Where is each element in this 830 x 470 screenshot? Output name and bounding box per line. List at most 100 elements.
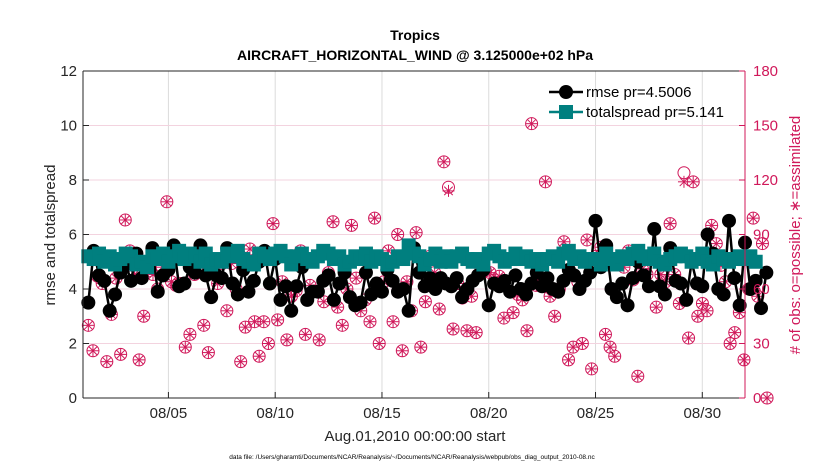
rmse-point [497, 273, 512, 288]
rmse-point [625, 271, 640, 286]
obs-assimilated-point [313, 333, 326, 346]
y2-tick-label: 90 [753, 227, 770, 244]
rmse-point [134, 271, 149, 286]
rmse-point [609, 290, 624, 305]
obs-assimilated-point [433, 302, 446, 315]
rmse-point [262, 276, 277, 291]
obs-assimilated-point [581, 233, 594, 246]
obs-assimilated-point [419, 295, 432, 308]
obs-assimilated-point [539, 175, 552, 188]
y-tick-label: 4 [69, 281, 77, 298]
obs-assimilated-point [280, 333, 293, 346]
rmse-point [423, 271, 438, 286]
obs-assimilated-point [701, 304, 714, 317]
x-axis-label: Aug.01,2010 00:00:00 start [325, 428, 507, 445]
rmse-point [673, 276, 688, 291]
obs-assimilated-point [728, 326, 741, 339]
rmse-point [364, 287, 379, 302]
rmse-point [748, 273, 763, 288]
rmse-point [727, 271, 742, 286]
obs-assimilated-point [691, 310, 704, 323]
obs-assimilated-point [737, 353, 750, 366]
obs-assimilated-point [133, 353, 146, 366]
rmse-point [214, 271, 229, 286]
obs-assimilated-point [317, 295, 330, 308]
rmse-point [358, 265, 373, 280]
totalspread-point [396, 252, 411, 267]
rmse-point [241, 284, 256, 299]
obs-assimilated-point [599, 328, 612, 341]
y2-tick-label: 150 [753, 118, 778, 135]
obs-assimilated-point [562, 353, 575, 366]
rmse-point [246, 273, 261, 288]
obs-assimilated-point [442, 184, 455, 197]
obs-assimilated-point [497, 312, 510, 325]
rmse-point [102, 303, 117, 318]
obs-assimilated-point [363, 315, 376, 328]
x-tick-label: 08/30 [684, 405, 722, 422]
ticks: 08/05 08/10 08/15 08/20 08/25 08/300246810120… [60, 63, 778, 422]
totalspread-point [476, 257, 491, 272]
obs-assimilated-point [267, 217, 280, 230]
rmse-point [540, 271, 555, 286]
obs-assimilated-point [585, 362, 598, 375]
rmse-point [556, 273, 571, 288]
rmse-point [588, 213, 603, 228]
rmse-point [401, 303, 416, 318]
rmse-point [321, 268, 336, 283]
y2-tick-label: 30 [753, 336, 770, 353]
rmse-point [551, 284, 566, 299]
rmse-point [310, 284, 325, 299]
obs-assimilated-point [520, 324, 533, 337]
y-tick-label: 6 [69, 227, 77, 244]
obs-assimilated-point [747, 212, 760, 225]
obs-assimilated-point [373, 337, 386, 350]
obs-assimilated-point [197, 319, 210, 332]
rmse-point [230, 287, 245, 302]
obs-assimilated-point [86, 344, 99, 357]
data-file-footnote: data file: /Users/gharamti/Documents/NCA… [229, 454, 595, 461]
obs-assimilated-point [507, 306, 520, 319]
legend-totalspread-marker [559, 105, 573, 119]
rmse-point [524, 276, 539, 291]
obs-assimilated-point [470, 326, 483, 339]
rmse-point [374, 284, 389, 299]
obs-assimilated-point [682, 332, 695, 345]
obs-assimilated-point [336, 319, 349, 332]
grid [83, 71, 745, 398]
rmse-point [278, 279, 293, 294]
obs-assimilated-point [576, 337, 589, 350]
y2-tick-label: 60 [753, 281, 770, 298]
obs-assimilated-point [437, 155, 450, 168]
obs-assimilated-point [345, 219, 358, 232]
rmse-point [326, 292, 341, 307]
y-tick-label: 10 [60, 118, 77, 135]
rmse-point [567, 268, 582, 283]
rmse-point [81, 295, 96, 310]
rmse-point [449, 271, 464, 286]
obs-assimilated-point [100, 355, 113, 368]
y-axis-label: rmse and totalspread [42, 165, 59, 306]
rmse-point [284, 303, 299, 318]
obs-assimilated-point [548, 310, 561, 323]
rmse-point [150, 284, 165, 299]
totalspread-point [198, 246, 213, 261]
obs-assimilated-point [631, 370, 644, 383]
obs-assimilated-point [119, 213, 132, 226]
obs-assimilated-point [396, 344, 409, 357]
obs-assimilated-point [724, 337, 737, 350]
x-tick-label: 08/25 [577, 405, 615, 422]
x-tick-label: 08/15 [363, 405, 401, 422]
obs-assimilated-point [761, 392, 774, 404]
obs-assimilated-point [114, 348, 127, 361]
rmse-point [679, 292, 694, 307]
obs-assimilated-point [299, 328, 312, 341]
line-layer [81, 213, 774, 318]
y-tick-label: 2 [69, 336, 77, 353]
y2-axis-label: # of obs: o=possible; ∗=assimilated [787, 116, 804, 355]
rmse-point [754, 301, 769, 316]
obs-assimilated-point [414, 341, 427, 354]
rmse-point [188, 265, 203, 280]
obs-assimilated-point [756, 237, 769, 250]
